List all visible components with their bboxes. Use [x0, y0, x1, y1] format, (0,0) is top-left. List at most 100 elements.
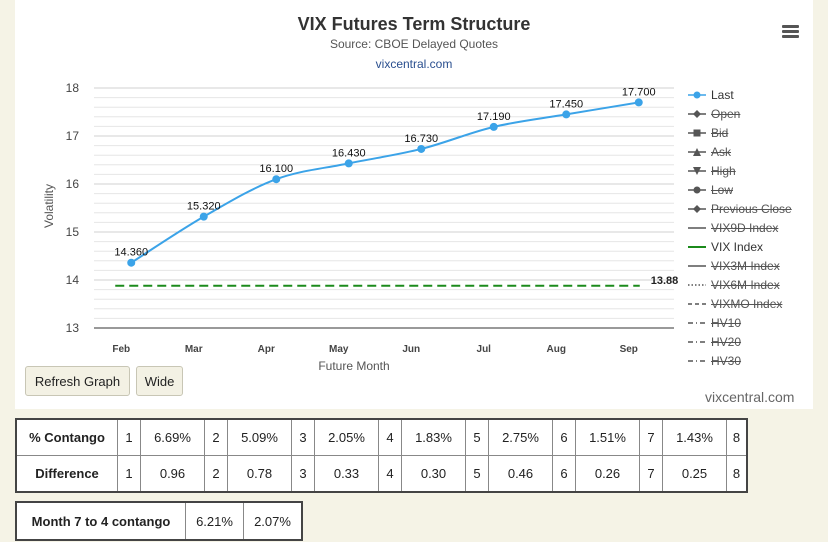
- legend-item[interactable]: VIXMO Index: [688, 294, 813, 313]
- data-label: 16.430: [332, 147, 366, 159]
- last-point: [562, 110, 571, 119]
- table-cell: 3: [291, 455, 315, 493]
- table-cell: 7: [639, 455, 663, 493]
- y-tick-label: 16: [66, 177, 80, 191]
- y-tick-label: 14: [66, 273, 80, 287]
- legend-label: VIXMO Index: [711, 296, 783, 311]
- y-tick-label: 18: [66, 81, 80, 95]
- legend-label: VIX6M Index: [711, 277, 780, 292]
- legend-label: HV30: [711, 353, 742, 368]
- table-cell: 0.78: [227, 455, 292, 493]
- x-tick-label: May: [329, 344, 349, 355]
- row-header: % Contango: [15, 418, 118, 456]
- legend-item[interactable]: High: [688, 161, 813, 180]
- refresh-graph-button[interactable]: Refresh Graph: [25, 366, 130, 396]
- contango-table: % Contango 1 6.69% 2 5.09% 3 2.05% 4 1.8…: [15, 418, 748, 493]
- x-tick-label: Feb: [112, 344, 130, 355]
- table-cell: 0.26: [575, 455, 640, 493]
- legend-item[interactable]: Last: [688, 85, 813, 104]
- table-cell: 2: [204, 418, 228, 456]
- legend-symbol-icon: [688, 109, 706, 118]
- table-cell: 4: [378, 418, 402, 456]
- legend-item[interactable]: VIX9D Index: [688, 218, 813, 237]
- legend-label: Ask: [711, 144, 732, 159]
- legend-item[interactable]: HV30: [688, 351, 813, 370]
- table-cell: 1: [117, 455, 141, 493]
- x-tick-label: Jul: [477, 344, 492, 355]
- wide-button[interactable]: Wide: [136, 366, 183, 396]
- table-cell: 6.69%: [140, 418, 205, 456]
- legend-item[interactable]: Ask: [688, 142, 813, 161]
- legend-symbol-icon: [688, 129, 706, 136]
- last-point: [272, 175, 281, 184]
- table-cell: 2.75%: [488, 418, 553, 456]
- table-row: % Contango 1 6.69% 2 5.09% 3 2.05% 4 1.8…: [15, 418, 748, 456]
- x-tick-label: Apr: [258, 344, 275, 355]
- legend-label: VIX Index: [711, 239, 764, 254]
- last-point: [417, 144, 426, 153]
- table-cell: 2.05%: [314, 418, 379, 456]
- legend-label: Last: [711, 87, 734, 102]
- last-point: [199, 212, 208, 221]
- data-label: 16.730: [404, 133, 438, 145]
- legend-item[interactable]: Bid: [688, 123, 813, 142]
- legend-item[interactable]: Low: [688, 180, 813, 199]
- legend-symbol-icon: [688, 226, 706, 229]
- legend-item[interactable]: Open: [688, 104, 813, 123]
- legend-symbol-icon: [688, 264, 706, 267]
- table-cell: 5: [465, 418, 489, 456]
- table-cell: 0.33: [314, 455, 379, 493]
- legend-item[interactable]: HV20: [688, 332, 813, 351]
- table-cell: 8: [726, 455, 748, 493]
- legend-label: High: [711, 163, 736, 178]
- legend-label: HV20: [711, 334, 742, 349]
- row-header: Difference: [15, 455, 118, 493]
- hamburger-menu-icon[interactable]: [782, 25, 799, 39]
- legend-item[interactable]: VIX3M Index: [688, 256, 813, 275]
- table-cell: 1.43%: [662, 418, 727, 456]
- legend-symbol-icon: [688, 147, 706, 156]
- table-cell: 5.09%: [227, 418, 292, 456]
- x-tick-label: Sep: [620, 344, 638, 355]
- table-cell: 3: [291, 418, 315, 456]
- legend-symbol-icon: [688, 166, 706, 175]
- table-cell: 6: [552, 455, 576, 493]
- legend-item[interactable]: Previous Close: [688, 199, 813, 218]
- legend-label: Previous Close: [711, 201, 792, 216]
- table-row: Month 7 to 4 contango 6.21% 2.07%: [15, 501, 303, 541]
- data-label: 14.360: [114, 247, 148, 259]
- x-axis-title: Future Month: [318, 359, 389, 373]
- table-cell: 2.07%: [243, 501, 303, 541]
- table-cell: 0.25: [662, 455, 727, 493]
- last-point: [489, 122, 498, 131]
- legend-item[interactable]: VIX Index: [688, 237, 813, 256]
- legend-symbol-icon: [688, 340, 706, 343]
- table-cell: 1: [117, 418, 141, 456]
- site-link[interactable]: vixcentral.com: [375, 57, 453, 71]
- last-point: [634, 98, 643, 107]
- table-cell: 2: [204, 455, 228, 493]
- table-cell: 7: [639, 418, 663, 456]
- last-point: [344, 159, 353, 168]
- legend-symbol-icon: [688, 91, 706, 98]
- table-row: Difference 1 0.96 2 0.78 3 0.33 4 0.30 5…: [15, 455, 748, 493]
- y-tick-label: 17: [66, 129, 80, 143]
- data-label: 17.450: [549, 98, 583, 110]
- table-cell: 0.30: [401, 455, 466, 493]
- legend-label: Bid: [711, 125, 729, 140]
- data-label: 16.100: [259, 163, 293, 175]
- legend-label: Low: [711, 182, 734, 197]
- legend-symbol-icon: [688, 186, 706, 193]
- watermark: vixcentral.com: [705, 389, 795, 405]
- table-cell: 0.46: [488, 455, 553, 493]
- chart-legend: Last Open Bid Ask High Low Previous Close VIX9D…: [688, 85, 813, 370]
- table-cell: 0.96: [140, 455, 205, 493]
- legend-item[interactable]: VIX6M Index: [688, 275, 813, 294]
- legend-item[interactable]: HV10: [688, 313, 813, 332]
- row-header: Month 7 to 4 contango: [15, 501, 186, 541]
- chart-title: VIX Futures Term Structure: [297, 14, 531, 34]
- vix-index-label: 13.88: [651, 275, 679, 287]
- table-cell: 8: [726, 418, 748, 456]
- line-chart: 13 14 15 16 17 18 Feb Mar Apr May Jun Jul Aug Sep Futu…: [42, 81, 679, 373]
- chart-subtitle: Source: CBOE Delayed Quotes: [329, 37, 499, 51]
